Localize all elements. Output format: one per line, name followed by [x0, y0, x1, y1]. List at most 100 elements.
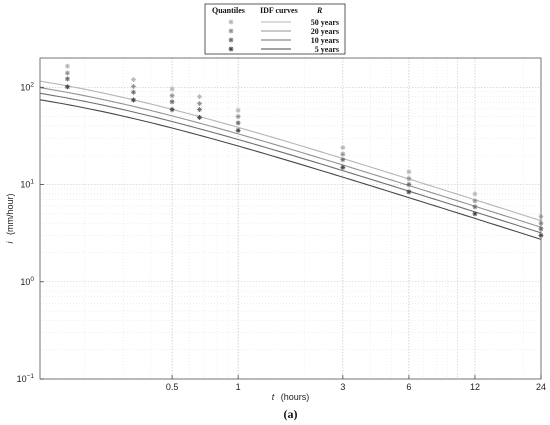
marker-d2 [131, 84, 136, 89]
legend-frame [204, 3, 346, 55]
y-tick-exponent: 1 [30, 179, 34, 186]
grid-layer [40, 57, 542, 380]
quantile-marker [131, 77, 136, 82]
quantile-marker [406, 176, 412, 182]
idf-curve-2 [39, 92, 542, 234]
chart-caption: (a) [284, 407, 298, 421]
x-tick-label: 3 [340, 382, 345, 392]
quantile-marker [197, 107, 202, 112]
marker-d2 [197, 94, 202, 99]
legend-header-quantiles: Quantiles [212, 6, 245, 15]
quantile-marker [235, 120, 241, 126]
quantile-marker [235, 128, 241, 133]
marker-d2 [236, 114, 241, 119]
marker-d2 [406, 176, 411, 181]
quantile-marker [472, 198, 478, 204]
quantile-marker [235, 107, 241, 113]
legend-entry-label: 50 years [311, 18, 339, 27]
idf-curve-1 [39, 87, 542, 228]
quantile-marker [340, 145, 346, 150]
x-axis-label: t (hours) [272, 392, 310, 402]
quantile-marker [340, 164, 346, 170]
quantile-marker [169, 86, 175, 92]
y-tick-base: 10 [20, 82, 30, 92]
y-axis-unit: (mm/hour) [5, 193, 15, 235]
legend-marker-d2 [228, 37, 234, 43]
quantile-marker [197, 94, 202, 100]
x-axis-unit: (hours) [281, 392, 310, 402]
x-axis-variable: t [272, 392, 275, 402]
legend-entry-label: 5 years [315, 45, 339, 54]
marker-d2 [472, 198, 478, 203]
legend-marker [228, 19, 234, 25]
marker-d2 [65, 70, 70, 76]
quantile-marker [131, 84, 136, 89]
x-tick-label: 6 [406, 382, 411, 392]
y-tick-exponent: −1 [27, 373, 35, 380]
marker-d2 [131, 90, 136, 95]
marker-d2 [340, 152, 345, 157]
y-axis-variable: i [5, 241, 15, 244]
marker-d2 [340, 145, 345, 150]
plot-frame [39, 57, 542, 380]
marker-d2 [406, 189, 411, 194]
quantile-marker [65, 84, 70, 90]
quantile-marker [197, 101, 202, 106]
marker-d2 [170, 93, 175, 98]
quantile-marker [406, 182, 412, 187]
idf-curve-3 [39, 99, 542, 240]
y-tick-label: 102 [20, 81, 34, 92]
quantile-marker [65, 70, 70, 76]
marker-d2 [406, 182, 411, 187]
marker-d2 [197, 107, 202, 112]
y-axis-label: i (mm/hour) [5, 193, 15, 243]
quantile-marker [131, 97, 136, 103]
y-tick-label: 100 [20, 276, 34, 287]
marker-d2 [406, 169, 411, 174]
legend-marker [228, 46, 234, 52]
legend-marker-d2 [228, 28, 234, 34]
marker-d2 [472, 191, 478, 197]
quantile-marker [65, 76, 70, 82]
legend-marker-d2 [228, 46, 234, 52]
marker-d2 [472, 211, 478, 216]
y-tick-exponent: 2 [30, 81, 34, 88]
marker-d2 [340, 157, 345, 162]
quantile-marker [169, 93, 175, 99]
y-tick-exponent: 0 [30, 276, 34, 283]
legend-marker [228, 28, 234, 34]
legend-marker-d2 [228, 19, 234, 25]
legend-marker [228, 37, 234, 43]
quantile-marker [406, 189, 412, 195]
quantile-marker [65, 63, 70, 69]
legend-entry-label: 10 years [311, 36, 339, 45]
quantile-marker [472, 211, 478, 217]
y-tick-label: 10−1 [17, 373, 35, 384]
x-tick-label: 1 [236, 382, 241, 392]
quantile-marker [472, 204, 478, 210]
quantile-marker [131, 89, 136, 95]
quantile-marker [472, 191, 478, 197]
quantile-marker [169, 107, 175, 112]
marker-d2 [131, 77, 136, 82]
y-tick-base: 10 [17, 374, 27, 384]
x-tick-label: 24 [536, 382, 546, 392]
quantile-marker [169, 99, 175, 105]
marker-d2 [131, 97, 136, 103]
marker-d2 [170, 86, 175, 92]
marker-d2 [340, 165, 345, 170]
y-tick-base: 10 [20, 180, 30, 190]
quantile-marker [197, 114, 202, 120]
legend-header-idf-curves: IDF curves [260, 6, 298, 15]
legend-entry-label: 20 years [311, 27, 339, 36]
marker-d2 [65, 76, 70, 81]
marker-d2 [472, 204, 478, 209]
x-tick-label: 12 [470, 382, 480, 392]
marker-d2 [170, 107, 175, 112]
marker-d2 [65, 64, 70, 69]
